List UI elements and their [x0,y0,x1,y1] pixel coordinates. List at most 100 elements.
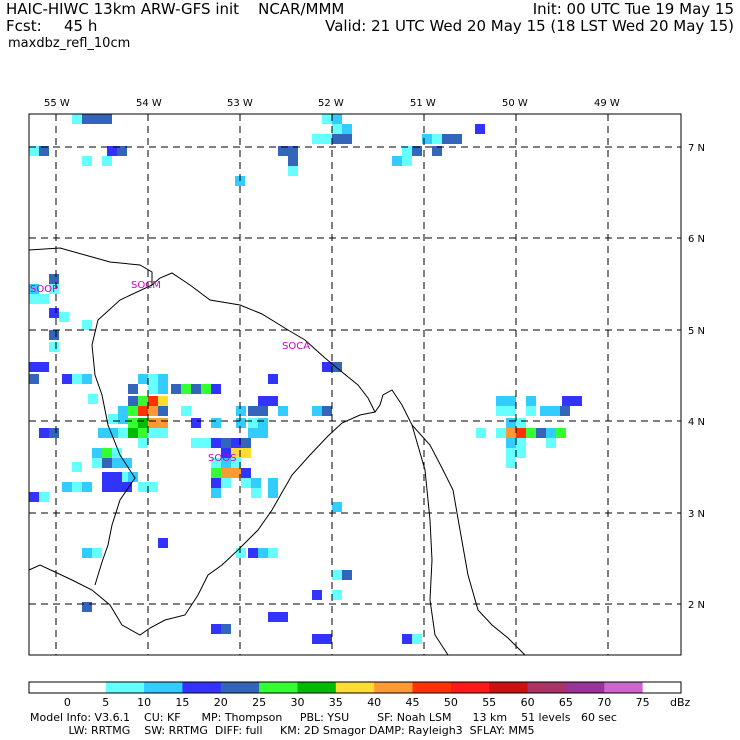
reflectivity-cell [98,428,108,438]
reflectivity-cell [118,414,128,424]
reflectivity-cell [562,396,572,406]
reflectivity-cell [82,124,92,134]
reflectivity-cell [546,438,556,448]
reflectivity-cell [158,418,168,428]
reflectivity-cell [221,468,231,478]
reflectivity-cell [102,458,112,468]
colorbar-segment [642,682,682,693]
reflectivity-cells [29,114,582,655]
reflectivity-cell [221,624,231,634]
lon-label: 53 W [227,98,253,109]
reflectivity-cell [268,548,278,558]
colorbar-frame [28,681,682,694]
reflectivity-cell [432,146,442,156]
reflectivity-cell [268,498,278,508]
longitude-labels: 55 W 54 W 53 W 52 W 51 W 50 W 49 W [44,98,620,109]
reflectivity-cell [546,428,556,438]
reflectivity-cell [112,458,122,468]
reflectivity-cell [506,428,516,438]
reflectivity-cell [72,288,82,298]
reflectivity-cell [102,472,112,482]
reflectivity-cell [248,548,258,558]
reflectivity-cell [138,396,148,406]
valid-time: Valid: 21 UTC Wed 20 May 15 (18 LST Wed … [325,17,734,35]
lon-label: 55 W [44,98,70,109]
reflectivity-cell [452,134,462,144]
reflectivity-cell [231,488,241,498]
reflectivity-cell [138,438,148,448]
reflectivity-cell [268,374,278,384]
reflectivity-cell [312,590,322,600]
reflectivity-cell [108,414,118,424]
reflectivity-cell [39,146,49,156]
reflectivity-cell [148,374,158,384]
reflectivity-cell [39,264,49,274]
reflectivity-cell [148,406,158,416]
colorbar-tick-label: 20 [214,696,228,709]
reflectivity-cell [102,482,112,492]
reflectivity-cell [402,634,412,644]
reflectivity-cell [332,362,342,372]
reflectivity-cell [72,114,82,124]
reflectivity-cell [211,488,221,498]
reflectivity-cell [211,384,221,394]
reflectivity-cell [422,146,432,156]
reflectivity-cell [258,406,268,416]
colorbar-tick-label: 65 [559,696,573,709]
reflectivity-cell [39,284,49,294]
colorbar-tick-label: 5 [102,696,109,709]
reflectivity-cell [312,134,322,144]
reflectivity-cell [332,570,342,580]
reflectivity-cell [29,146,39,156]
reflectivity-cell [322,396,332,406]
reflectivity-cell [211,448,221,458]
reflectivity-cell [49,428,59,438]
reflectivity-cell [332,134,342,144]
reflectivity-cell [412,624,422,634]
reflectivity-cell [516,418,526,428]
reflectivity-cell [288,156,298,166]
reflectivity-cell [268,488,278,498]
reflectivity-cell [442,124,452,134]
reflectivity-cell [506,406,516,416]
reflectivity-cell [432,134,442,144]
reflectivity-cell [128,418,138,428]
reflectivity-cell [117,156,127,166]
station-label: SOOS [208,453,236,464]
reflectivity-cell [49,438,59,448]
reflectivity-cell [231,448,241,458]
reflectivity-cell [49,274,59,284]
reflectivity-cell [112,472,122,482]
reflectivity-cell [158,396,168,406]
reflectivity-cell [235,645,245,655]
reflectivity-cell [221,448,231,458]
reflectivity-cell [392,156,402,166]
reflectivity-cell [572,396,582,406]
graticule [29,114,681,655]
reflectivity-cell [231,624,241,634]
reflectivity-cell [560,406,570,416]
reflectivity-cell [288,166,298,176]
reflectivity-cell [251,478,261,488]
reflectivity-cell [452,124,462,134]
border-inner [91,284,153,586]
reflectivity-cell [128,406,138,416]
reflectivity-cell [117,146,127,156]
reflectivity-cell [171,384,181,394]
reflectivity-cell [72,482,82,492]
reflectivity-cell [148,492,158,502]
reflectivity-cell [550,406,560,416]
lat-label: 7 N [688,143,705,154]
reflectivity-cell [248,406,258,416]
reflectivity-cell [82,482,92,492]
reflectivity-cell [241,478,251,488]
latitude-labels: 7 N 6 N 5 N 4 N 3 N 2 N [688,143,705,611]
reflectivity-cell [516,458,526,468]
reflectivity-cell [211,418,221,428]
reflectivity-cell [49,308,59,318]
reflectivity-cell [39,428,49,438]
reflectivity-cell [158,538,168,548]
reflectivity-cell [82,156,92,166]
reflectivity-cell [138,374,148,384]
colorbar-segment [450,682,490,693]
